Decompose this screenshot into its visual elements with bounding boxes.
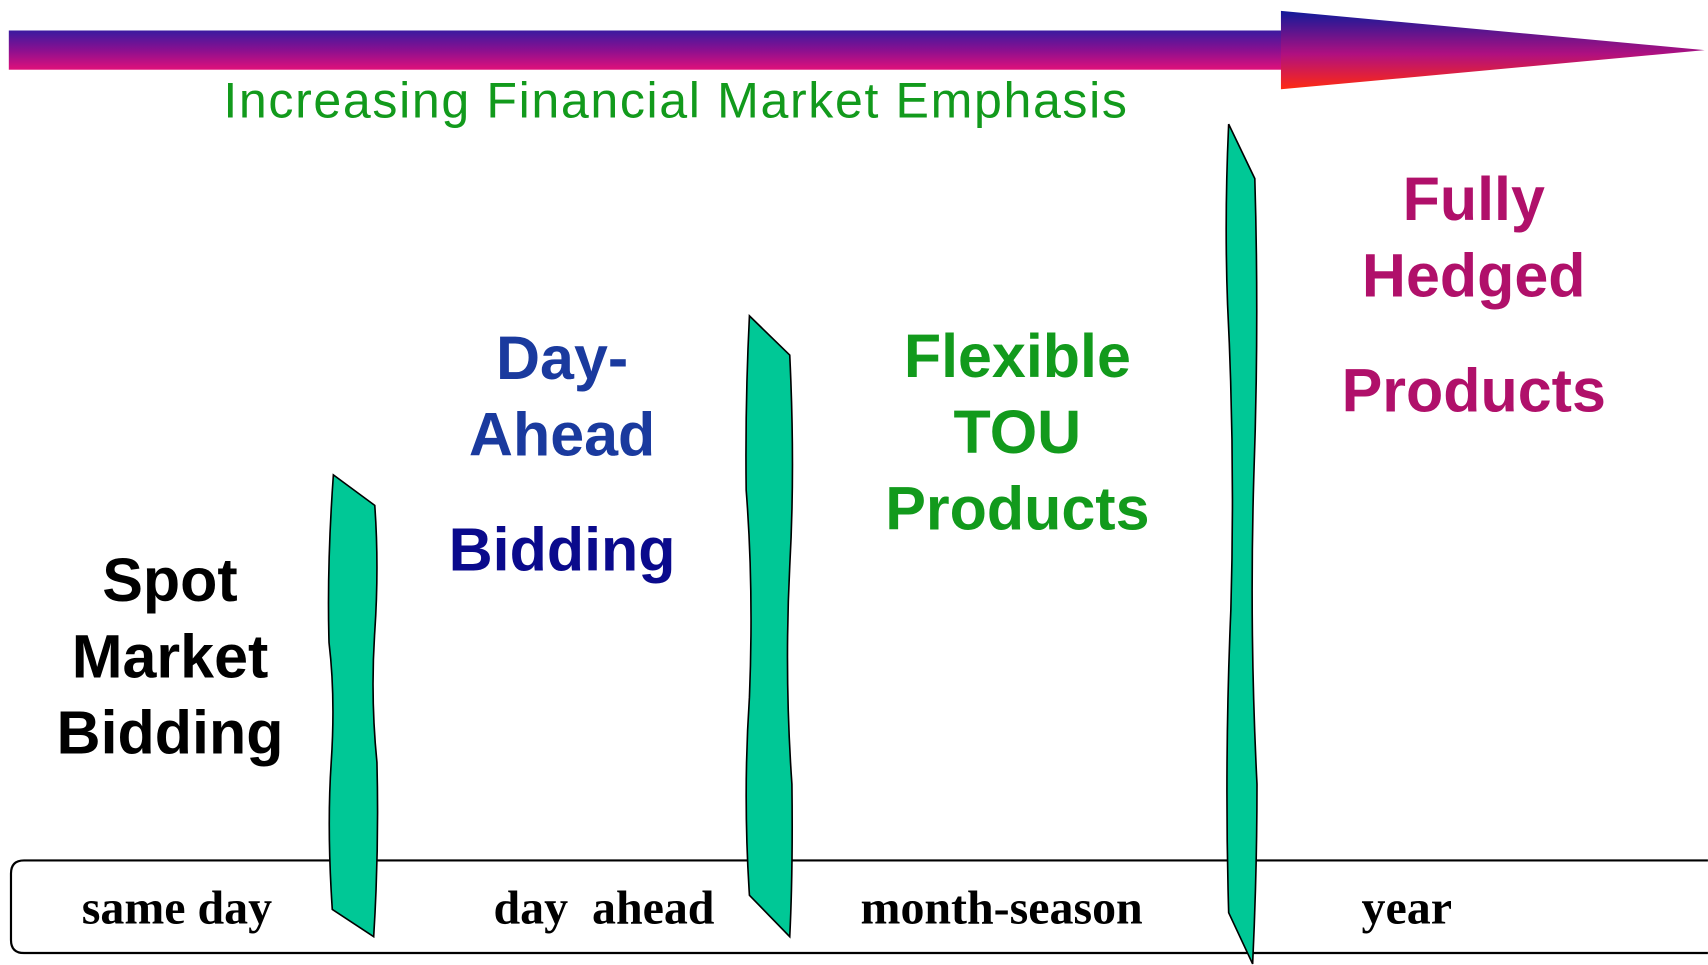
stage-line: Bidding [57,699,284,767]
timeline-label: year [1362,882,1452,935]
stage-line: Market [72,622,269,690]
timeline-label: same day [82,882,272,935]
stage: Day- Ahead Bidding [449,324,676,584]
separator [327,473,379,939]
stage: Flexible TOU Products [885,322,1149,542]
stage-line: Bidding [449,516,676,584]
stage-line: Flexible [904,322,1131,390]
stage-line: Products [1342,357,1606,425]
stage-line: Day- [496,324,628,392]
separator [745,314,794,939]
timeline-label: day ahead [493,882,714,935]
arrow-shaft [8,30,1284,70]
stage-line: Products [885,474,1149,542]
stage-line: Fully [1403,165,1545,233]
stage-line: Ahead [469,400,655,468]
stage: Fully Hedged Products [1342,165,1606,425]
timeline-box [9,859,1708,955]
arrow-label: Increasing Financial Market Emphasis [223,73,1128,129]
stage-line: Spot [102,546,238,614]
timeline-label: month-season [861,882,1143,935]
stage-line: TOU [954,398,1082,466]
stage-line: Hedged [1362,241,1586,309]
separator [1225,123,1258,965]
stage: Spot Market Bidding [57,546,284,766]
arrow-head [1280,10,1705,90]
